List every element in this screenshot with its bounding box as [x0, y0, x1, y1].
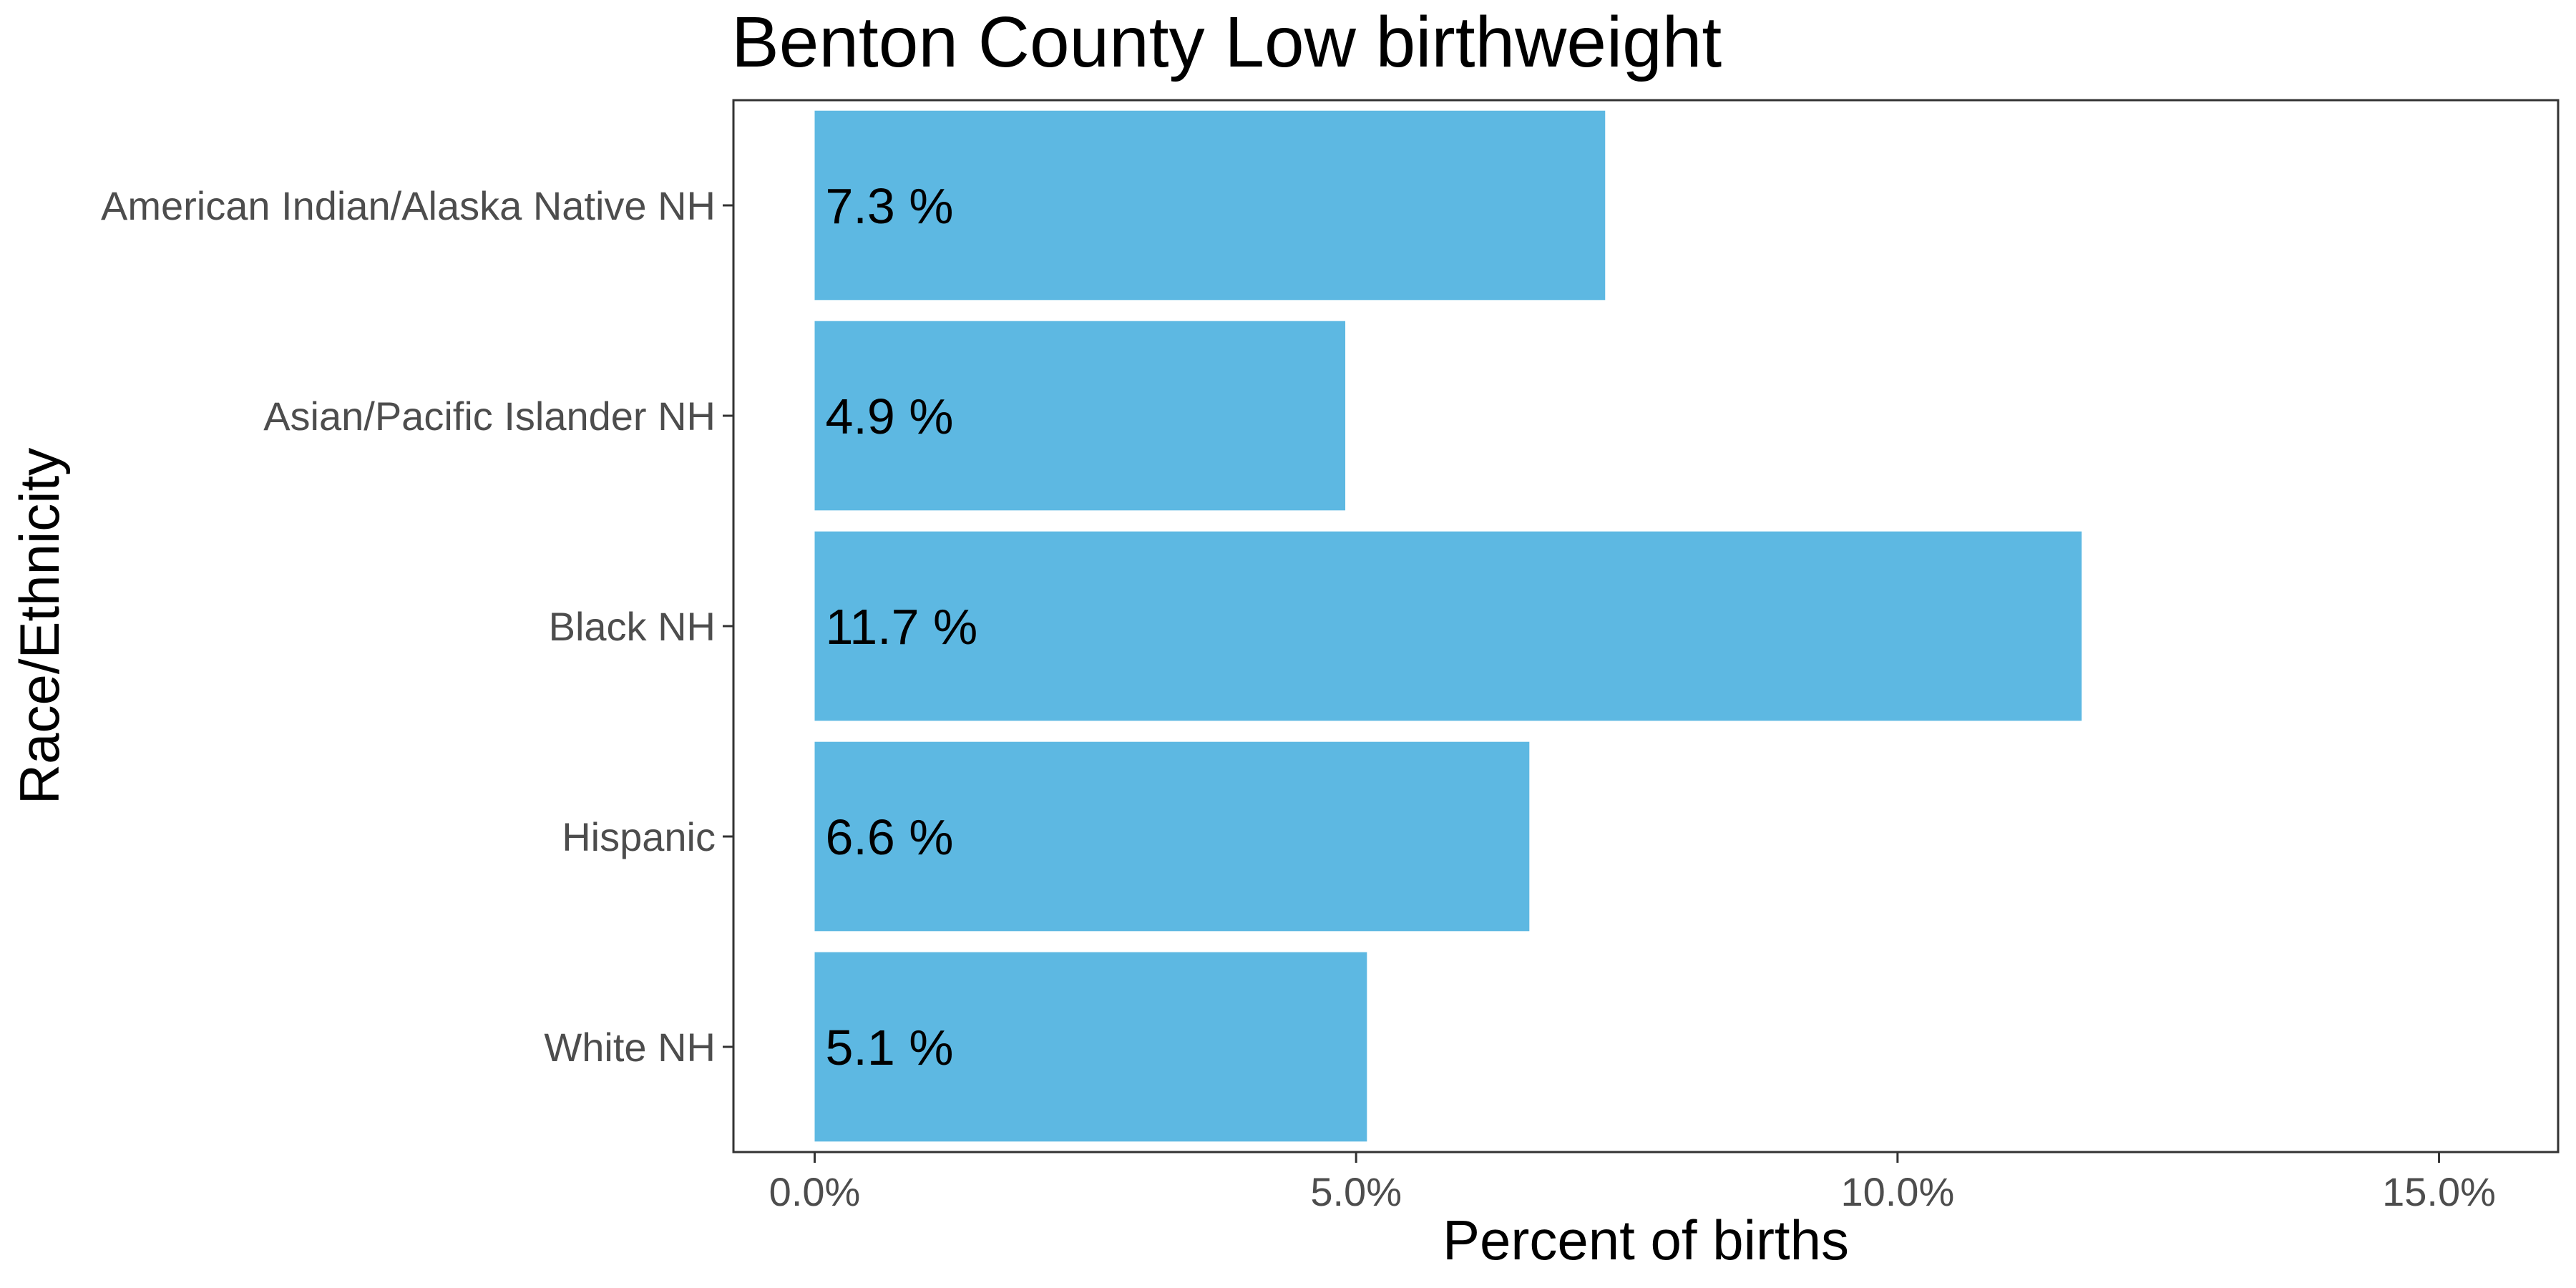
x-tick-label: 15.0%	[2382, 1169, 2496, 1214]
y-axis: American Indian/Alaska Native NH Asian/Pa…	[101, 183, 733, 1070]
y-tick-label: Asian/Pacific Islander NH	[263, 394, 716, 439]
x-tick-label: 10.0%	[1840, 1169, 1954, 1214]
bar-value-label: 6.6 %	[826, 809, 954, 865]
x-tick-label: 0.0%	[769, 1169, 861, 1214]
y-tick-label: Black NH	[549, 604, 716, 649]
x-tick-label: 5.0%	[1310, 1169, 1402, 1214]
x-axis-title: Percent of births	[1443, 1209, 1849, 1272]
y-tick-label: White NH	[544, 1025, 716, 1070]
chart-title: Benton County Low birthweight	[731, 2, 1722, 82]
bar	[814, 531, 2082, 721]
bars-group: 7.3 % 4.9 % 11.7 % 6.6 % 5.1 %	[814, 110, 2082, 1142]
bar-value-label: 7.3 %	[826, 178, 954, 234]
y-tick-label: Hispanic	[562, 814, 716, 859]
x-axis: 0.0% 5.0% 10.0% 15.0%	[769, 1152, 2496, 1214]
bar-value-label: 4.9 %	[826, 389, 954, 444]
bar	[814, 952, 1367, 1142]
bar-value-label: 11.7 %	[826, 599, 978, 655]
y-tick-label: American Indian/Alaska Native NH	[101, 183, 716, 228]
y-axis-title: Race/Ethnicity	[8, 448, 71, 805]
bar-value-label: 5.1 %	[826, 1020, 954, 1075]
bar	[814, 321, 1346, 511]
bar	[814, 110, 1606, 301]
bar	[814, 741, 1530, 932]
